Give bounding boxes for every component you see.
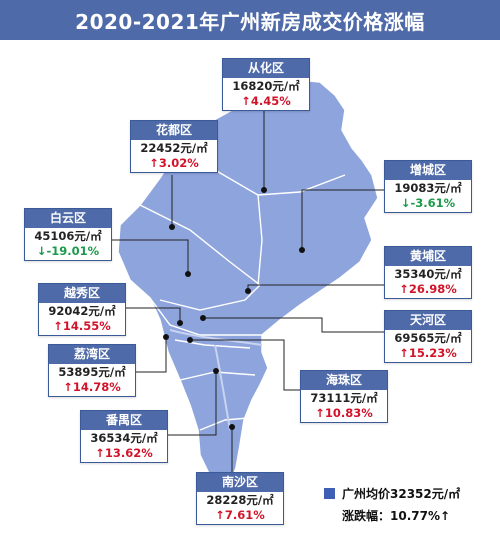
district-change: ↑13.62% (95, 446, 153, 460)
district-change: ↑10.83% (315, 406, 373, 420)
legend-average: 广州均价32352元/㎡ (342, 487, 461, 501)
legend-swatch (324, 488, 335, 499)
district-label-huadu: 花都区 22452元/㎡ ↑3.02% (130, 120, 218, 173)
district-change: ↑7.61% (215, 508, 265, 522)
district-change: ↓-19.01% (36, 244, 100, 258)
district-change: ↑14.78% (63, 380, 121, 394)
district-label-conghua: 从化区 16820元/㎡ ↑4.45% (222, 58, 310, 111)
page-title: 2020-2021年广州新房成交价格涨幅 (75, 9, 425, 34)
legend-change: 涨跌幅：10.77%↑ (342, 509, 451, 523)
title-banner: 2020-2021年广州新房成交价格涨幅 (0, 0, 500, 40)
district-label-huangpu: 黄埔区 35340元/㎡ ↑26.98% (384, 246, 472, 299)
district-change: ↑15.23% (399, 346, 457, 360)
district-change: ↑26.98% (399, 282, 457, 296)
district-change: ↓-3.61% (400, 196, 456, 210)
district-label-panyu: 番禺区 36534元/㎡ ↑13.62% (80, 410, 168, 463)
district-change: ↑3.02% (149, 156, 199, 170)
location-dots (163, 187, 305, 430)
district-label-liwan: 荔湾区 53895元/㎡ ↑14.78% (48, 344, 136, 397)
district-change: ↑14.55% (53, 319, 111, 333)
district-label-baiyun: 白云区 45106元/㎡ ↓-19.01% (24, 208, 112, 261)
district-label-yuexiu: 越秀区 92042元/㎡ ↑14.55% (38, 283, 126, 336)
legend: 广州均价32352元/㎡ 涨跌幅：10.77%↑ (324, 485, 500, 524)
legend-average-row: 广州均价32352元/㎡ (324, 485, 500, 502)
map-region-outline (117, 69, 379, 494)
district-label-nansha: 南沙区 28228元/㎡ ↑7.61% (196, 472, 284, 525)
district-label-tianhe: 天河区 69565元/㎡ ↑15.23% (384, 310, 472, 363)
district-label-haizhu: 海珠区 73111元/㎡ ↑10.83% (300, 370, 388, 423)
district-change: ↑4.45% (241, 94, 291, 108)
pearl-river (169, 329, 263, 431)
district-label-zengcheng: 增城区 19083元/㎡ ↓-3.61% (384, 160, 472, 213)
